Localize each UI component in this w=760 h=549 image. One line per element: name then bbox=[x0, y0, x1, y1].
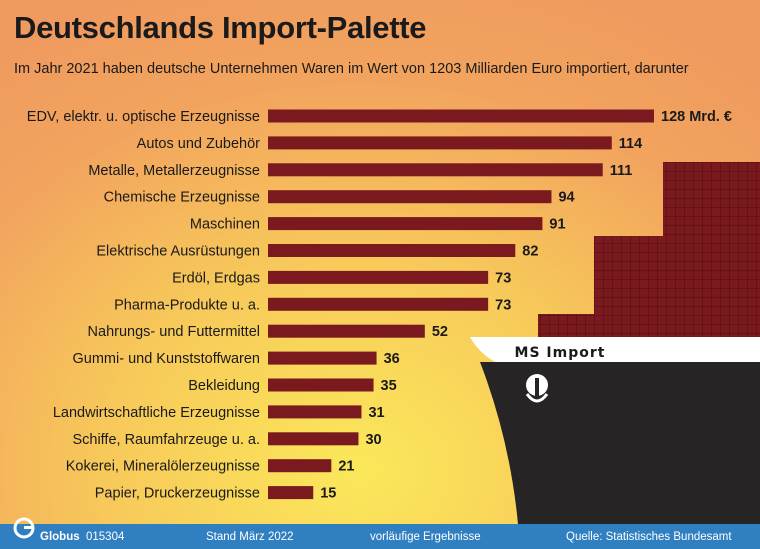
bar bbox=[268, 109, 654, 123]
value-label: 52 bbox=[432, 324, 448, 340]
chart-subtitle: Im Jahr 2021 haben deutsche Unternehmen … bbox=[14, 61, 689, 77]
value-label: 73 bbox=[495, 270, 511, 286]
category-label: Autos und Zubehör bbox=[137, 136, 261, 152]
value-label: 114 bbox=[619, 136, 642, 152]
value-label: 91 bbox=[549, 217, 565, 233]
value-label: 82 bbox=[522, 244, 538, 260]
category-label: Nahrungs- und Futtermittel bbox=[88, 324, 260, 340]
category-label: Landwirtschaftliche Erzeugnisse bbox=[53, 405, 260, 421]
anchor-icon bbox=[525, 374, 549, 404]
bar bbox=[268, 486, 314, 500]
bar bbox=[268, 270, 489, 284]
category-label: Gummi- und Kunststoffwaren bbox=[72, 351, 260, 367]
bar bbox=[268, 217, 543, 231]
footer-note: vorläufige Ergebnisse bbox=[370, 531, 481, 543]
ship-deck bbox=[470, 337, 760, 362]
value-label: 30 bbox=[365, 432, 381, 448]
ship-illustration: MS Import bbox=[470, 162, 760, 524]
category-label: Metalle, Metallerzeugnisse bbox=[88, 163, 260, 179]
value-label: 31 bbox=[368, 405, 384, 421]
bar bbox=[268, 190, 552, 204]
value-label: 128 Mrd. € bbox=[661, 109, 732, 125]
footer-bar: Globus 015304 Stand März 2022 vorläufige… bbox=[0, 517, 760, 549]
bar bbox=[268, 324, 425, 338]
category-label: Kokerei, Mineralölerzeugnisse bbox=[66, 459, 260, 475]
footer-date: Stand März 2022 bbox=[206, 531, 294, 543]
bar bbox=[268, 459, 332, 473]
bar bbox=[268, 136, 612, 150]
bar bbox=[268, 244, 516, 257]
value-label: 94 bbox=[558, 190, 574, 206]
category-label: EDV, elektr. u. optische Erzeugnisse bbox=[27, 109, 260, 125]
footer-source: Quelle: Statistisches Bundesamt bbox=[566, 531, 732, 543]
container-stack-mid bbox=[703, 210, 760, 245]
footer-logo-text: Globus bbox=[40, 531, 80, 543]
container-stack-right bbox=[594, 236, 663, 342]
value-label: 35 bbox=[381, 378, 397, 394]
category-label: Chemische Erzeugnisse bbox=[104, 190, 260, 206]
category-label: Papier, Druckerzeugnisse bbox=[95, 486, 260, 502]
category-label: Pharma-Produkte u. a. bbox=[114, 297, 260, 313]
value-label: 36 bbox=[384, 351, 400, 367]
bar-chart: MS Import EDV, elektr. u. optische Erzeu… bbox=[27, 109, 760, 524]
bar bbox=[268, 405, 362, 419]
value-label: 73 bbox=[495, 297, 511, 313]
value-label: 111 bbox=[610, 163, 633, 179]
ship-hull bbox=[480, 362, 760, 524]
category-label: Elektrische Ausrüstungen bbox=[96, 244, 260, 260]
value-label: 15 bbox=[320, 486, 336, 502]
bar bbox=[268, 378, 374, 392]
bar bbox=[268, 297, 489, 311]
category-label: Schiffe, Raumfahrzeuge u. a. bbox=[72, 432, 260, 448]
value-label: 21 bbox=[338, 459, 354, 475]
globus-logo-icon bbox=[13, 517, 35, 539]
category-label: Erdöl, Erdgas bbox=[172, 270, 260, 286]
ship-name: MS Import bbox=[515, 345, 606, 361]
footer-id: 015304 bbox=[86, 531, 125, 543]
bar bbox=[268, 432, 359, 446]
bar bbox=[268, 351, 377, 365]
bar bbox=[268, 163, 603, 177]
chart-title: Deutschlands Import-Palette bbox=[14, 10, 427, 45]
bars-group: EDV, elektr. u. optische Erzeugnisse 128 … bbox=[27, 109, 732, 502]
category-label: Bekleidung bbox=[188, 378, 260, 394]
container-stack-tall bbox=[663, 162, 760, 342]
category-label: Maschinen bbox=[190, 217, 260, 233]
